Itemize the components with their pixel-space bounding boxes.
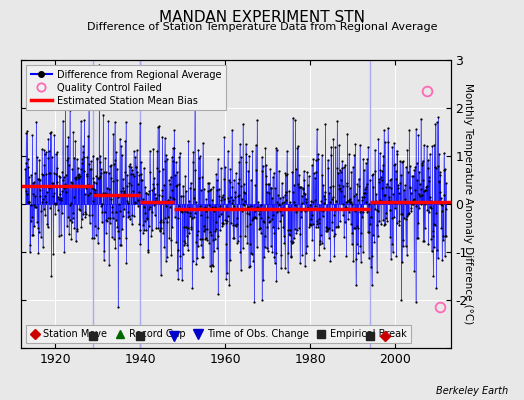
Text: Difference of Station Temperature Data from Regional Average: Difference of Station Temperature Data f… <box>87 22 437 32</box>
Text: MANDAN EXPERIMENT STN: MANDAN EXPERIMENT STN <box>159 10 365 25</box>
Text: Berkeley Earth: Berkeley Earth <box>436 386 508 396</box>
Y-axis label: Monthly Temperature Anomaly Difference (°C): Monthly Temperature Anomaly Difference (… <box>463 83 473 325</box>
Legend: Station Move, Record Gap, Time of Obs. Change, Empirical Break: Station Move, Record Gap, Time of Obs. C… <box>26 325 411 343</box>
